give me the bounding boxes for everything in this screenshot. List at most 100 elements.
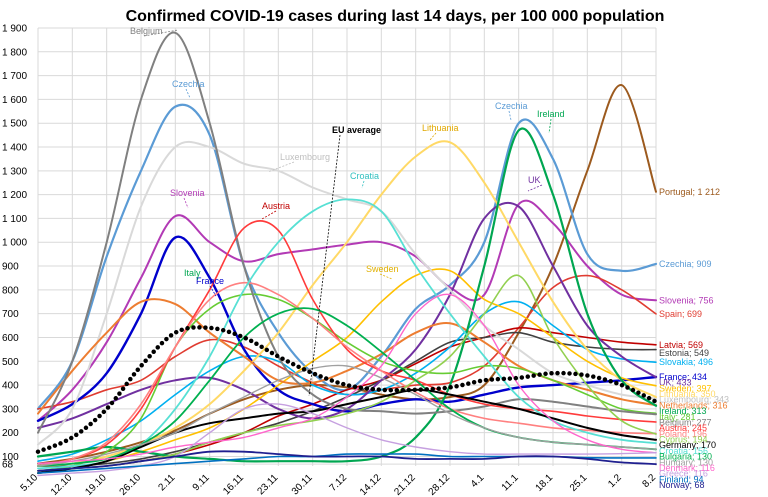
series-line-norway: [37, 450, 657, 472]
end-label-luxembourg: Luxembourg; 343: [659, 395, 729, 405]
x-tick-label: 4.1: [469, 472, 487, 490]
x-tick-label: 18.1: [534, 472, 556, 494]
chart-title: Confirmed COVID-19 cases during last 14 …: [126, 8, 665, 25]
x-tick-label: 11.1: [500, 472, 521, 493]
x-tick-label: 14.12: [358, 472, 384, 497]
annotation-uk: UK: [528, 175, 541, 185]
x-tick-label: 1.2: [606, 472, 624, 490]
end-label-hungary: Hungary; 130: [659, 457, 713, 467]
annotation-czechia: Czechia: [495, 101, 528, 111]
end-label-bulgaria: Bulgaria; 130: [659, 452, 712, 462]
annotation-ireland: Ireland: [537, 109, 565, 119]
end-label-estonia: Estonia; 549: [659, 348, 709, 358]
annotation-leader-eu-average: [308, 134, 341, 397]
series-line-france: [36, 235, 658, 422]
y-tick-label: 1 200: [2, 190, 27, 201]
x-tick-label: 30.11: [290, 472, 315, 497]
y-tick-label: 1 300: [2, 166, 27, 177]
x-tick-label: 26.10: [118, 472, 144, 497]
series-line-uk: [37, 201, 657, 429]
x-tick-label: 5.10: [19, 472, 41, 494]
annotation-leader-france: [209, 285, 217, 297]
x-tick-label: 21.12: [392, 472, 418, 497]
x-tick-label: 23.11: [255, 472, 280, 497]
y-tick-label: 1 500: [2, 119, 27, 130]
end-label-netherlands: Netherlands; 316: [659, 400, 728, 410]
x-tick-label: 8.2: [641, 472, 659, 490]
series-line-slovakia: [37, 300, 657, 462]
series-line-slovenia: [37, 199, 657, 422]
annotation-sweden: Sweden: [366, 264, 399, 274]
annotation-leader-uk: [527, 184, 543, 192]
annotation-croatia: Croatia: [350, 171, 379, 181]
annotation-leader-czechia: [185, 88, 191, 99]
annotation-italy: Italy: [184, 268, 201, 278]
end-label-slovakia: Slovakia; 496: [659, 357, 713, 367]
x-tick-label: 9.11: [191, 472, 212, 493]
annotation-luxembourg: Luxembourg: [280, 152, 330, 162]
series-line-poland: [37, 281, 657, 467]
end-label-denmark: Denmark; 116: [659, 463, 715, 473]
y-tick-label: 500: [2, 357, 19, 368]
annotation-leader-lithuania: [429, 132, 437, 141]
annotation-slovenia: Slovenia: [170, 188, 205, 198]
x-tick-label: 19.10: [83, 472, 109, 497]
y-tick-label: 400: [2, 381, 19, 392]
annotation-leader-luxembourg: [267, 161, 295, 173]
series-line-denmark: [37, 293, 657, 465]
end-label-belgium: Belgium; 277: [659, 417, 712, 427]
y-tick-label: 700: [2, 309, 19, 320]
x-tick-label: 12.10: [49, 472, 75, 497]
x-tick-label: 2.11: [156, 472, 177, 493]
end-label-croatia: Croatia; 156: [659, 446, 708, 456]
annotation-leader-sweden: [379, 273, 393, 280]
annotation-austria: Austria: [262, 201, 290, 211]
end-label-italy: Italy; 281: [659, 412, 696, 422]
series-group: [35, 31, 659, 477]
end-label-czechia: Czechia; 909: [659, 259, 712, 269]
y-tick-label: 800: [2, 285, 19, 296]
end-label-ireland: Ireland; 313: [659, 406, 707, 416]
y-tick-label: 1 700: [2, 71, 27, 82]
end-labels: Portugal; 1 212 Czechia; 909 Slovenia; 756…: [659, 187, 729, 490]
annotation-france: France: [196, 276, 224, 286]
end-label-greece: Greece; 116: [659, 469, 708, 479]
x-axis: 5.10 12.10 19.10 26.10 2.11 9.11 16.11 23.11 30.…: [19, 472, 659, 497]
x-tick-label: 28.12: [427, 472, 453, 497]
y-tick-label: 1 900: [2, 24, 27, 35]
x-tick-label: 16.11: [221, 472, 246, 497]
end-label-austria: Austria; 245: [659, 423, 707, 433]
annotation-leader-austria: [261, 210, 277, 220]
end-label-norway: Norway; 68: [659, 480, 705, 490]
series-line-belgium: [37, 31, 657, 434]
series-line-hungary: [37, 364, 657, 467]
annotation-belgium: Belgium: [130, 26, 163, 36]
annotation-leader-italy: [196, 277, 199, 282]
y-tick-label: 1 600: [2, 95, 27, 106]
series-line-austria: [37, 220, 657, 467]
end-label-cyprus: Cyprus; 194: [659, 435, 708, 445]
annotation-leader-belgium: [143, 29, 179, 37]
y-tick-label: 100: [2, 452, 19, 463]
annotation-lithuania: Lithuania: [422, 123, 459, 133]
end-label-france: France; 434: [659, 372, 707, 382]
annotation-leader-ireland: [548, 118, 552, 134]
x-tick-label: 25.1: [568, 472, 590, 494]
end-label-poland: Poland; 196: [659, 429, 707, 439]
y-tick-label: 200: [2, 428, 19, 439]
end-label-germany: Germany; 170: [659, 440, 716, 450]
y-tick-label: 1 400: [2, 143, 27, 154]
end-label-uk: UK; 433: [659, 378, 692, 388]
y-tick-label: 600: [2, 333, 19, 344]
annotations: Belgium Czechia Luxembourg Slovenia Austria F…: [130, 26, 565, 397]
annotation-czechia: Czechia: [172, 79, 205, 89]
y-tick-label: 900: [2, 262, 19, 273]
y-tick-label: 1 100: [2, 214, 27, 225]
end-label-finland: Finland; 94: [659, 474, 704, 484]
annotation-leader-slovenia: [183, 197, 189, 209]
end-label-latvia: Latvia; 569: [659, 340, 703, 350]
y-tick-label: 300: [2, 404, 19, 415]
end-label-sweden: Sweden; 397: [659, 383, 712, 393]
annotation-leader-croatia: [361, 180, 365, 189]
